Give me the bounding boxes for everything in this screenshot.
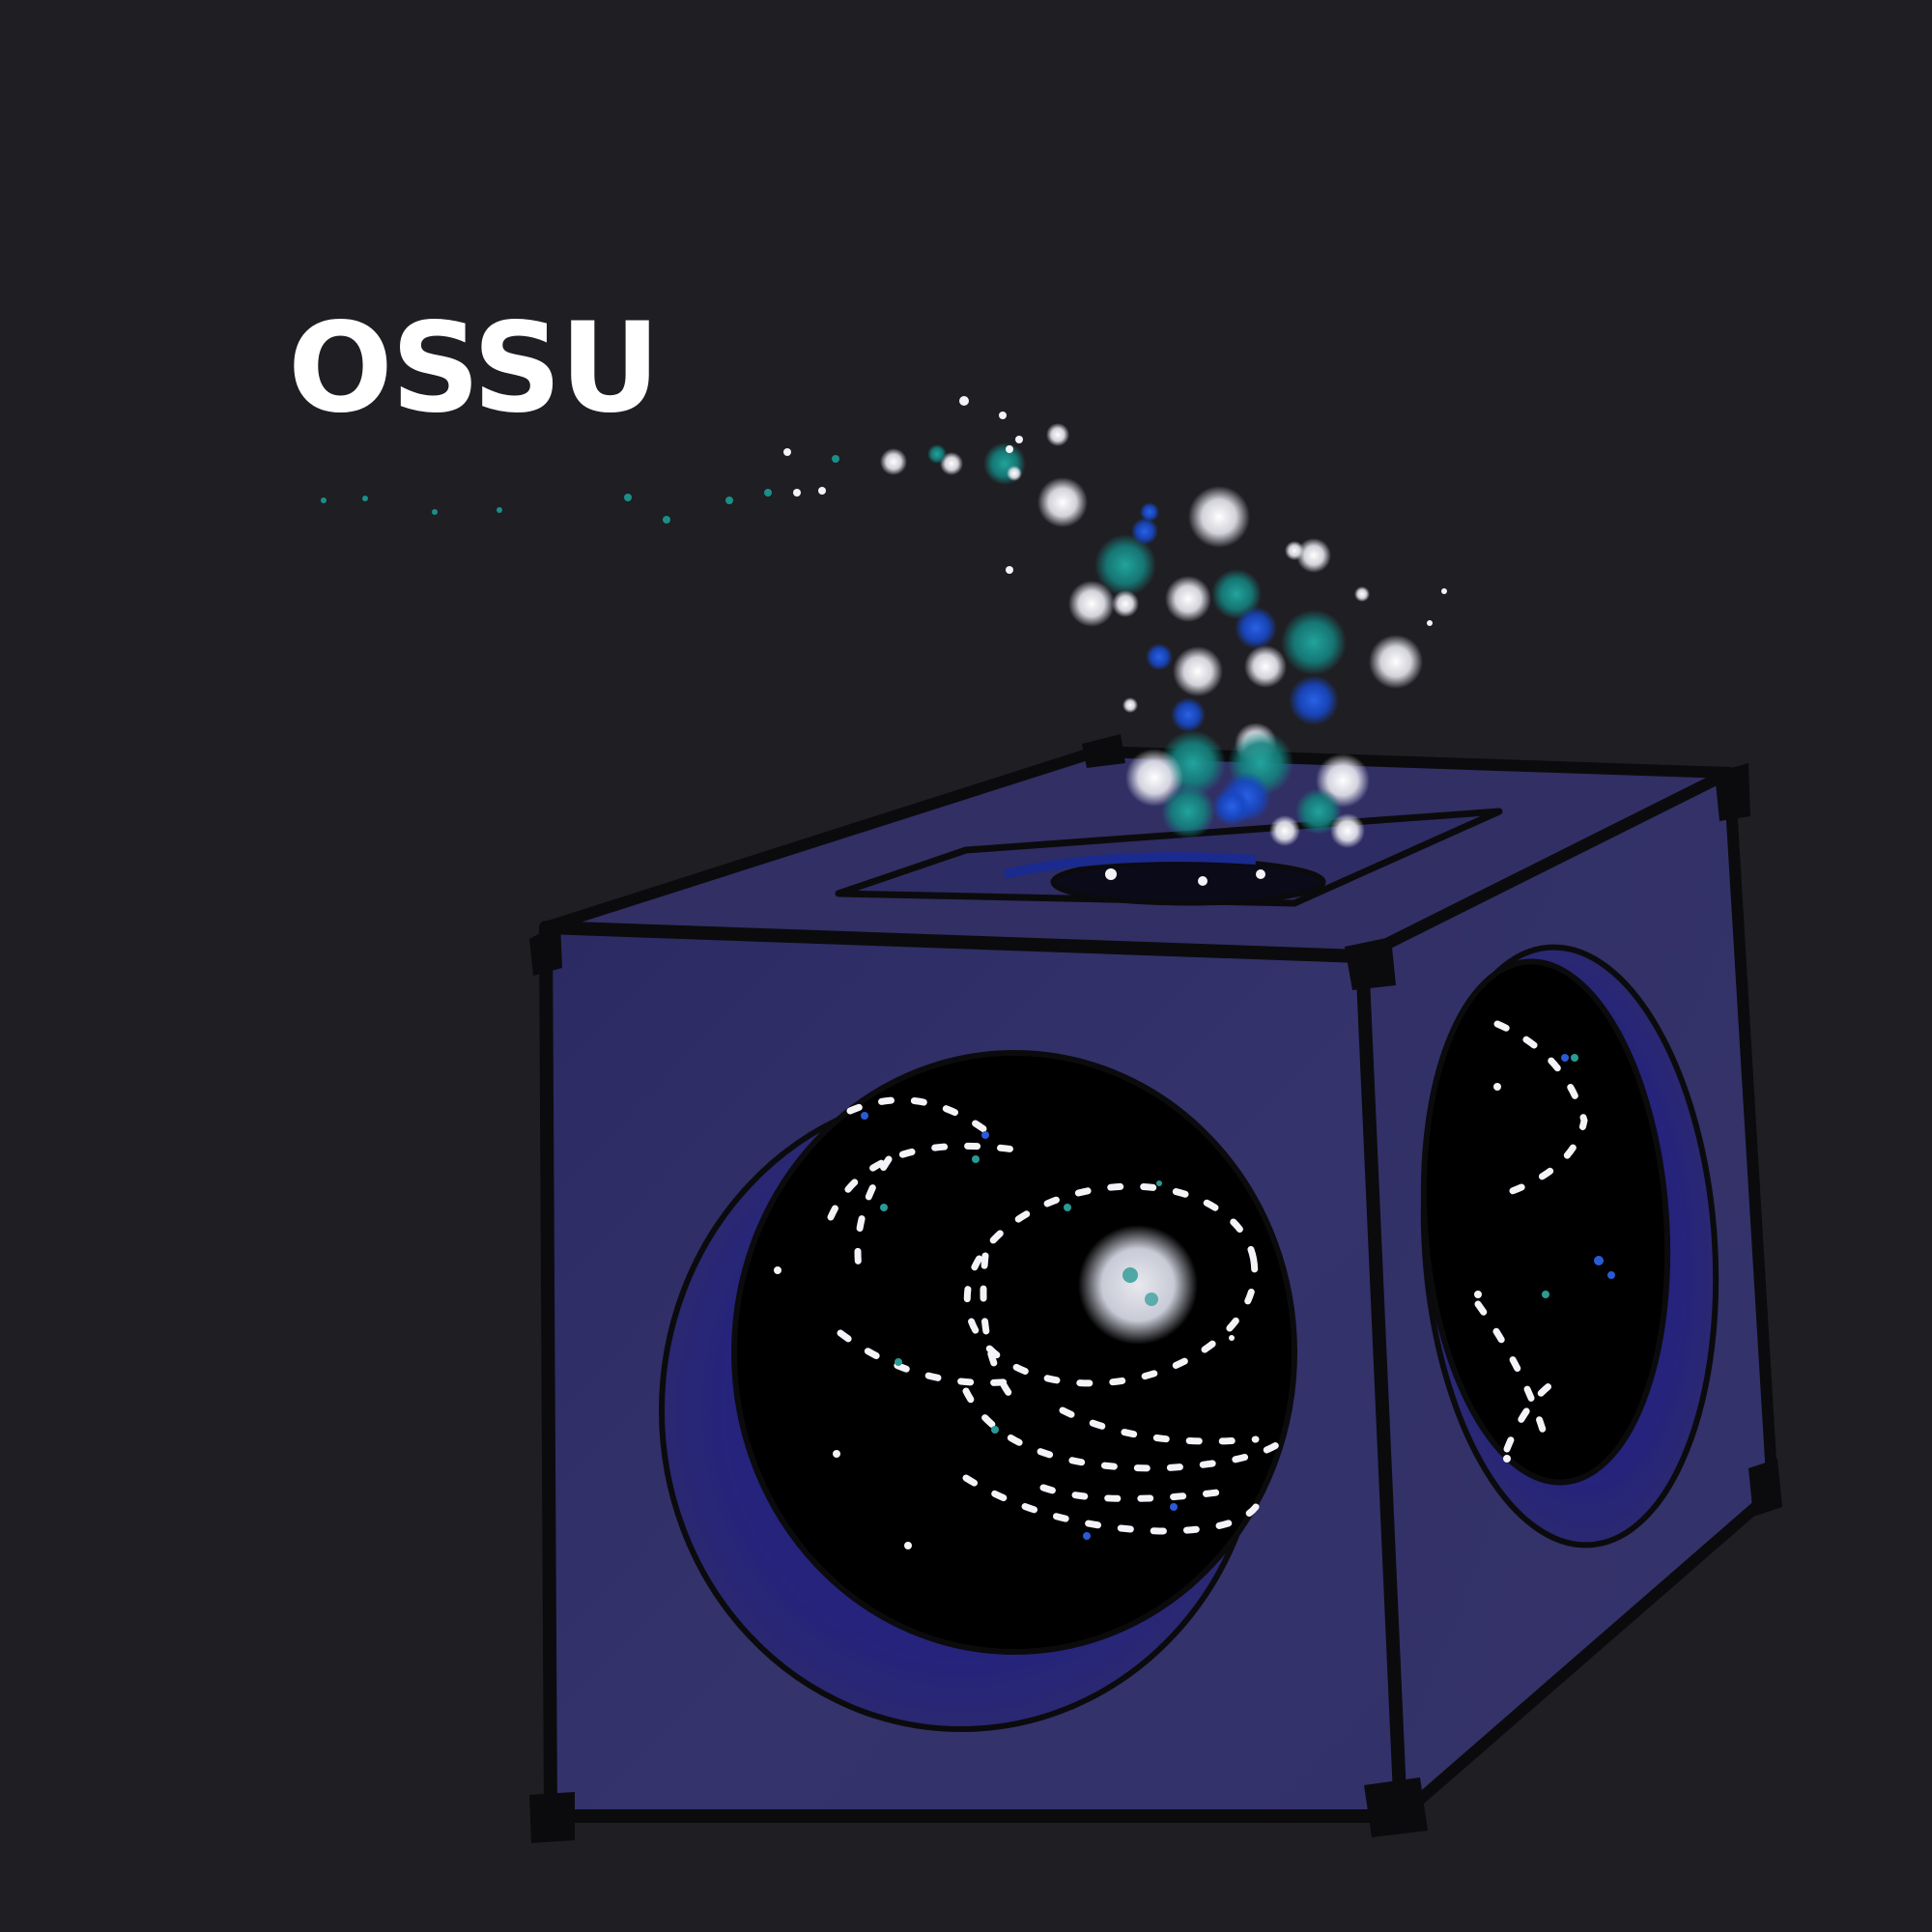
particle-cloud: [880, 423, 1423, 848]
side-porthole: [1420, 944, 1719, 1548]
particle-trail: [321, 396, 1447, 886]
cube-corners: [529, 734, 1782, 1843]
cube-top-opening: [1050, 858, 1326, 906]
planet: [1078, 1225, 1198, 1345]
front-porthole: [659, 1050, 1297, 1732]
ossu-logo-text: OSSU: [288, 297, 660, 440]
